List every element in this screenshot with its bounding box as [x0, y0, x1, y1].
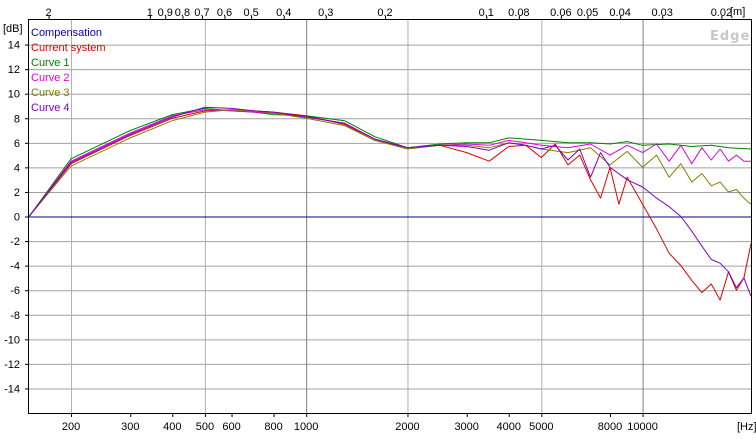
- top-tick-label: 0.04: [609, 7, 630, 19]
- top-axis-unit-label: [m]: [730, 6, 745, 18]
- x-tick-label: 200: [62, 421, 80, 433]
- top-tick-label: 0.03: [651, 7, 672, 19]
- top-tick-label: 0.9: [158, 7, 173, 19]
- x-axis-unit-label: [Hz]: [737, 421, 756, 433]
- legend-entry: Curve 3: [31, 87, 70, 99]
- x-tick-label: 500: [196, 421, 214, 433]
- x-axis-ticks: 200 300 400 500 600 800 1000 2000 3000 4000 5000 80…: [62, 413, 658, 433]
- y-tick-label: 8: [14, 113, 20, 125]
- legend-entry: Curve 4: [31, 102, 70, 114]
- edge-watermark: Edge: [710, 29, 750, 44]
- y-tick-label: -10: [4, 334, 20, 346]
- legend-entry: Curve 2: [31, 72, 70, 84]
- x-tick-label: 10000: [627, 421, 658, 433]
- y-tick-label: 2: [14, 187, 20, 199]
- top-tick-label: 0.8: [175, 7, 190, 19]
- legend-entry: Curve 1: [31, 57, 70, 69]
- series-line-3: [28, 109, 751, 217]
- top-tick-label: 1: [147, 7, 153, 19]
- top-tick-label: 0.5: [243, 7, 258, 19]
- top-tick-label: 0.06: [550, 7, 571, 19]
- y-tick-label: 14: [8, 40, 20, 52]
- top-tick-label: 0.05: [577, 7, 598, 19]
- series-line-5: [28, 106, 752, 297]
- y-tick-label: 4: [14, 162, 20, 174]
- x-tick-label: 300: [121, 421, 139, 433]
- y-tick-label: 10: [8, 89, 20, 101]
- top-tick-label: 0.08: [508, 7, 529, 19]
- x-tick-label: 400: [163, 421, 181, 433]
- x-tick-label: 3000: [454, 421, 478, 433]
- y-axis-unit-label: [dB]: [3, 23, 23, 35]
- x-tick-label: 800: [264, 421, 282, 433]
- series-layer: [28, 106, 752, 301]
- y-tick-label: -12: [4, 359, 20, 371]
- top-tick-label: 0.1: [479, 7, 494, 19]
- x-tick-label: 2000: [395, 421, 419, 433]
- top-tick-label: 0.02: [711, 7, 732, 19]
- top-tick-label: 0.3: [318, 7, 333, 19]
- x-tick-label: 600: [222, 421, 240, 433]
- x-tick-label: 1000: [294, 421, 318, 433]
- legend-entry: Current system: [31, 42, 106, 54]
- y-tick-label: -4: [10, 261, 20, 273]
- top-tick-label: 0.2: [377, 7, 392, 19]
- y-tick-label: -14: [4, 383, 20, 395]
- y-tick-label: 12: [8, 64, 20, 76]
- top-tick-label: 0.4: [276, 7, 291, 19]
- top-axis-ticks: 2 1 0.9 0.8 0.7 0.6 0.5 0.4 0.3 0.2 0.1 0.08 0.06 0.0…: [46, 7, 732, 20]
- legend-entry: Compensation: [31, 27, 102, 39]
- x-tick-label: 8000: [598, 421, 622, 433]
- y-tick-label: -8: [10, 310, 20, 322]
- y-tick-label: -2: [10, 236, 20, 248]
- top-tick-label: 0.7: [194, 7, 209, 19]
- x-tick-label: 5000: [529, 421, 553, 433]
- y-axis-ticks: 14 12 10 8 6 4 2 0 -2 -4 -6 -8 -10 -12 -14: [4, 40, 29, 395]
- top-tick-label: 0.6: [217, 7, 232, 19]
- y-tick-label: 0: [14, 212, 20, 224]
- legend: Compensation Current system Curve 1 Curve 2…: [31, 27, 106, 114]
- x-tick-label: 4000: [496, 421, 520, 433]
- y-tick-label: 6: [14, 138, 20, 150]
- y-tick-label: -6: [10, 285, 20, 297]
- top-tick-label: 2: [46, 7, 52, 19]
